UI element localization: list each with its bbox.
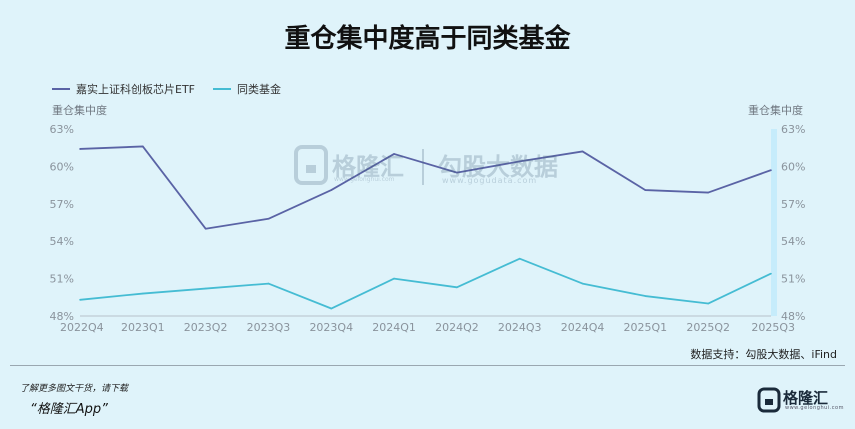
y-tick-label-right: 57% [781, 198, 805, 211]
footer-logo-url: www.gelonghui.com [785, 405, 844, 411]
gelonghui-logo-icon [757, 387, 781, 413]
y-tick-label-left: 57% [50, 198, 74, 211]
watermark-gogudata: 勾股大数据 [438, 153, 558, 181]
x-tick-label: 2024Q1 [372, 321, 416, 334]
chart-title: 重仓集中度高于同类基金 [284, 24, 571, 54]
watermark-gelonghui: 格隆汇 [332, 153, 404, 181]
data-point [518, 160, 521, 163]
data-point [267, 217, 270, 220]
watermark-divider [422, 149, 424, 185]
data-point [267, 282, 270, 285]
y-tick-label-left: 48% [50, 310, 74, 323]
data-point [79, 298, 81, 301]
series-line-1 [79, 257, 772, 310]
y-tick-label-left: 51% [50, 273, 74, 286]
right-axis-band [771, 129, 777, 316]
x-tick-label: 2025Q2 [686, 321, 730, 334]
y-axis-title-left: 重仓集中度 [52, 103, 107, 117]
x-tick-label: 2023Q4 [309, 321, 353, 334]
footer-logo-name: 格隆汇 [783, 389, 829, 407]
x-tick-label: 2023Q3 [247, 321, 291, 334]
x-tick-label: 2025Q3 [751, 321, 795, 334]
data-point [142, 145, 144, 148]
y-ticks-left: 48% 51% 54% 57% 60% 63% [50, 123, 74, 323]
x-tick-label: 2024Q3 [498, 321, 542, 334]
x-tick-label: 2024Q2 [435, 321, 479, 334]
data-point [393, 153, 395, 155]
y-tick-label-right: 51% [781, 273, 805, 286]
data-point [770, 169, 772, 171]
series-lines [79, 145, 772, 310]
data-point [707, 191, 709, 194]
x-tick-label: 2022Q4 [60, 321, 104, 334]
y-tick-label-right: 54% [781, 235, 805, 248]
data-point [330, 189, 333, 191]
data-source: 数据支持：勾股大数据、iFind [690, 348, 837, 361]
watermark-gogudata-url: www.gogudata.com [442, 176, 538, 185]
data-point [204, 227, 207, 230]
legend: 嘉实上证科创板芯片ETF 同类基金 [52, 82, 281, 96]
data-point [581, 150, 584, 153]
data-point [142, 292, 144, 295]
y-axis-title-right: 重仓集中度 [748, 103, 803, 117]
y-tick-label-left: 63% [50, 123, 74, 136]
y-tick-label-left: 60% [50, 160, 74, 173]
footer-app-name: “格隆汇App” [30, 402, 108, 417]
x-tick-label: 2025Q1 [624, 321, 668, 334]
y-tick-label-left: 54% [50, 235, 74, 248]
data-point [393, 277, 395, 280]
x-tick-label: 2023Q2 [184, 321, 228, 334]
x-tick-label: 2024Q4 [561, 321, 605, 334]
footer-note: 了解更多图文干货，请下载 [20, 384, 129, 394]
y-tick-label-right: 60% [781, 160, 805, 173]
series-line-0 [79, 145, 772, 230]
data-point [79, 148, 81, 150]
footer-divider [10, 365, 845, 366]
data-point [770, 272, 772, 275]
y-ticks-right: 48% 51% 54% 57% 60% 63% [781, 123, 805, 323]
x-ticks: 2022Q4 2023Q1 2023Q2 2023Q3 2023Q4 2024Q1 2024… [60, 321, 795, 334]
data-point [518, 257, 521, 260]
y-tick-label-right: 48% [781, 310, 805, 323]
data-point [204, 287, 207, 290]
data-point [707, 302, 709, 305]
legend-label: 同类基金 [237, 82, 281, 96]
data-point [456, 286, 458, 289]
data-point [644, 189, 647, 191]
watermark-gelonghui-url: www.gelonghui.com [334, 176, 395, 183]
x-tick-label: 2023Q1 [121, 321, 165, 334]
data-point [330, 307, 333, 310]
data-point [581, 282, 584, 285]
footer-logo[interactable]: 格隆汇 www.gelonghui.com [757, 386, 843, 414]
data-point [644, 295, 647, 297]
gelonghui-logo-icon [294, 145, 328, 185]
watermark: 格隆汇 www.gelonghui.com 勾股大数据 www.gogudata… [292, 143, 567, 189]
y-tick-label-right: 63% [781, 123, 805, 136]
legend-label: 嘉实上证科创板芯片ETF [76, 82, 195, 96]
data-point [456, 171, 458, 174]
